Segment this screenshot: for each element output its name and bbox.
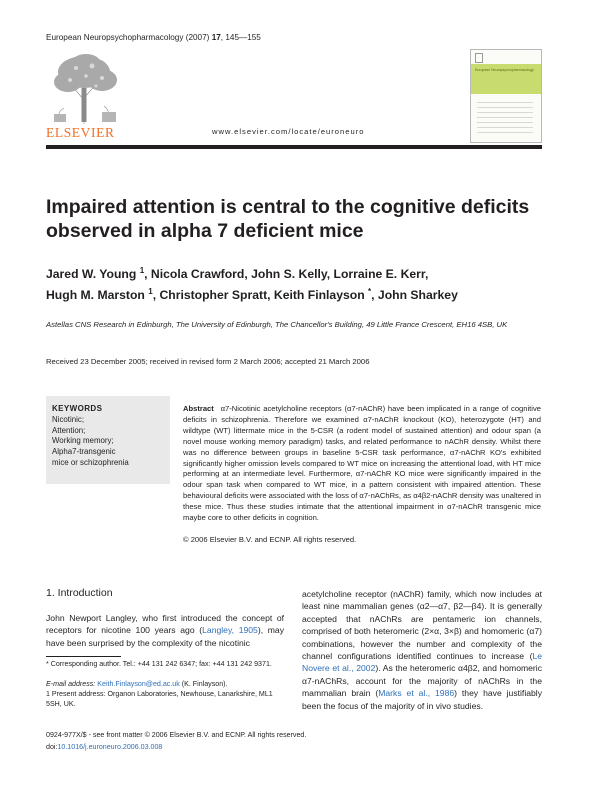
doi-link[interactable]: 10.1016/j.euroneuro.2006.03.008 [57, 743, 163, 751]
cover-title: European Neuropsychopharmacology [475, 68, 534, 72]
keywords-heading: KEYWORDS [52, 404, 103, 413]
corresponding-ref[interactable]: * [368, 287, 372, 297]
footnote-ref[interactable]: 1 [148, 287, 153, 297]
journal-volume: 17 [211, 33, 221, 42]
section-heading: 1. Introduction [46, 587, 113, 599]
citation-link[interactable]: Le Novere et al., 2002 [302, 651, 542, 674]
citation-link[interactable]: Marks et al., 1986 [378, 688, 455, 699]
keyword-item: Working memory; [52, 436, 114, 446]
journal-cover-thumbnail: European Neuropsychopharmacology [470, 49, 542, 143]
footnote-email: E-mail address: Keith.Finlayson@ed.ac.uk… [46, 680, 228, 688]
publisher-logo: ELSEVIER [46, 125, 115, 140]
issn-line: 0924-977X/$ - see front matter © 2006 El… [46, 731, 307, 739]
abstract: Abstract α7-Nicotinic acetylcholine rece… [183, 404, 541, 524]
author-list: Jared W. Young 1, Nicola Crawford, John … [46, 262, 546, 304]
body-column-left: John Newport Langley, who first introduc… [46, 613, 285, 648]
keyword-item: Nicotinic; [52, 415, 85, 424]
abstract-text: α7-Nicotinic acetylcholine receptors (α7… [183, 404, 541, 523]
doi-line: doi:10.1016/j.euroneuro.2006.03.008 [46, 743, 163, 751]
article-title: Impaired attention is central to the cog… [46, 196, 530, 242]
authors-line-2: Hugh M. Marston 1, Christopher Spratt, K… [46, 287, 458, 303]
journal-pages: , 145—155 [220, 33, 261, 42]
footnote-corresponding: * Corresponding author. Tel.: +44 131 24… [46, 660, 272, 668]
cover-logo-mark [475, 53, 483, 63]
body-column-right: acetylcholine receptor (nAChR) family, w… [302, 589, 542, 711]
elsevier-tree-logo [46, 52, 126, 125]
footnote-rule [46, 656, 121, 657]
received-dates: Received 23 December 2005; received in r… [46, 357, 370, 366]
journal-url[interactable]: www.elsevier.com/locate/euroneuro [212, 127, 365, 136]
email-link[interactable]: Keith.Finlayson@ed.ac.uk [97, 680, 180, 688]
keyword-item: mice or schizophrenia [52, 457, 129, 467]
abstract-label: Abstract [183, 404, 214, 413]
citation-link[interactable]: Langley, 1905 [202, 625, 258, 636]
keywords-box [46, 396, 170, 484]
footnote-ref[interactable]: 1 [139, 266, 145, 275]
keyword-item: Alpha7-transgenic [52, 447, 116, 457]
abstract-copyright: © 2006 Elsevier B.V. and ECNP. All right… [183, 535, 357, 544]
authors-line-1: Jared W. Young 1, Nicola Crawford, John … [46, 266, 429, 282]
header-rule [46, 145, 542, 149]
affiliation: Astellas CNS Research in Edinburgh, The … [46, 320, 508, 329]
keyword-item: Attention; [52, 425, 86, 435]
footnote-present-address: 1 Present address: Organon Laboratories,… [46, 690, 273, 708]
keywords-list: Nicotinic; Attention; Working memory; Al… [52, 415, 168, 469]
journal-citation: European Neuropsychopharmacology (2007) … [46, 33, 261, 42]
